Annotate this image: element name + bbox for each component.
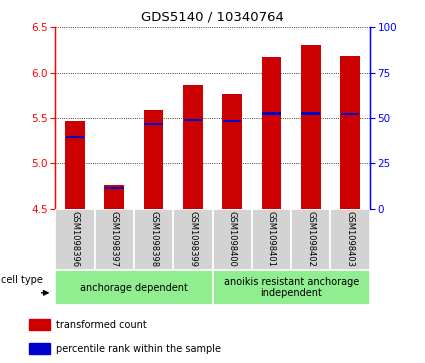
Bar [262, 57, 281, 209]
FancyBboxPatch shape [94, 209, 134, 270]
FancyBboxPatch shape [331, 209, 370, 270]
Bar [222, 94, 242, 209]
FancyBboxPatch shape [134, 209, 173, 270]
Text: anoikis resistant anchorage
independent: anoikis resistant anchorage independent [224, 277, 359, 298]
Bar [262, 112, 281, 115]
Bar [105, 187, 124, 189]
Bar [301, 112, 320, 115]
Bar [144, 110, 163, 209]
Text: anchorage dependent: anchorage dependent [80, 283, 188, 293]
Text: GSM1098397: GSM1098397 [110, 211, 119, 267]
FancyBboxPatch shape [291, 209, 331, 270]
Bar [340, 56, 360, 209]
FancyBboxPatch shape [252, 209, 291, 270]
FancyBboxPatch shape [55, 270, 212, 305]
FancyBboxPatch shape [212, 209, 252, 270]
Bar [29, 343, 50, 354]
FancyBboxPatch shape [173, 209, 212, 270]
Bar [105, 185, 124, 209]
FancyBboxPatch shape [212, 270, 370, 305]
Bar [144, 123, 163, 126]
Bar [301, 45, 320, 209]
Text: GSM1098403: GSM1098403 [346, 211, 354, 267]
Bar [223, 119, 241, 122]
FancyBboxPatch shape [55, 209, 94, 270]
Text: percentile rank within the sample: percentile rank within the sample [56, 344, 221, 354]
Text: GSM1098396: GSM1098396 [71, 211, 79, 267]
Text: cell type: cell type [1, 275, 43, 285]
Text: GSM1098400: GSM1098400 [228, 211, 237, 267]
Title: GDS5140 / 10340764: GDS5140 / 10340764 [141, 10, 284, 23]
Text: GSM1098398: GSM1098398 [149, 211, 158, 267]
Bar [29, 319, 50, 330]
Text: GSM1098401: GSM1098401 [267, 211, 276, 267]
Bar [184, 119, 202, 121]
Bar [65, 136, 84, 138]
Text: transformed count: transformed count [56, 320, 147, 330]
Text: GSM1098399: GSM1098399 [188, 211, 197, 267]
Bar [341, 113, 360, 115]
Text: GSM1098402: GSM1098402 [306, 211, 315, 267]
Bar [65, 121, 85, 209]
Bar [183, 85, 203, 209]
